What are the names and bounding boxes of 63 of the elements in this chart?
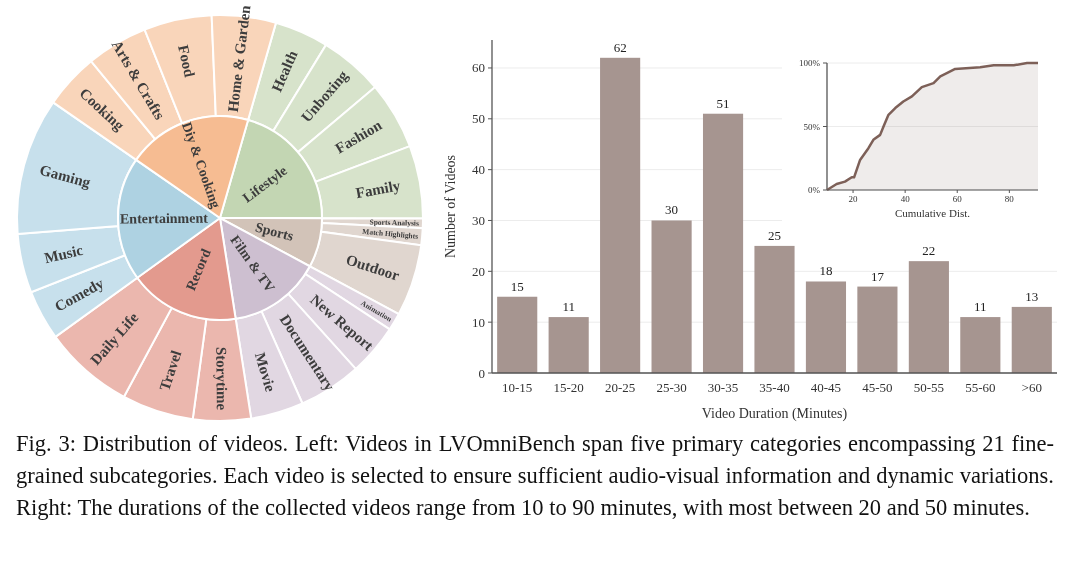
slice-label: Diy & Cooking [178,120,224,211]
x-tick-label: 10-15 [502,380,533,395]
data-label: 25 [768,227,781,243]
data-label: 15 [510,278,524,294]
bar [960,317,1001,373]
y-tick-label: 60 [472,60,485,76]
slice-label: Home & Garden [224,3,254,113]
bar [651,220,692,373]
y-tick-label: 0 [478,365,485,381]
data-label: 13 [1025,288,1039,304]
x-tick-label: 55-60 [965,380,996,395]
data-label: 11 [562,299,575,315]
slice-label: Storytime [213,346,230,411]
slice-label: Music [42,241,85,267]
data-label: 18 [819,263,833,279]
slice-label: Food [175,43,198,80]
x-tick-label: 80 [1004,194,1015,204]
bar [1011,306,1052,373]
x-tick-label: >60 [1021,380,1042,395]
x-axis-title: Cumulative Dist. [894,207,971,219]
x-tick-label: 45-50 [862,380,893,395]
x-tick-label: 35-40 [759,380,790,395]
y-tick-label: 100% [799,58,821,68]
bar [702,113,744,373]
data-label: 51 [716,95,730,111]
y-tick-label: 40 [472,162,485,178]
y-tick-label: 0% [808,185,821,195]
bar [497,296,538,373]
x-tick-label: 15-20 [553,380,584,395]
slice-label: Movie [252,350,279,394]
bar [548,317,589,373]
slice-label: Gaming [38,161,93,191]
caption: Fig. 3: Distribution of videos. Left: Videos in LVOmniBench span five primary categories encompassing 21 fine-grained subcategories. Each video is selected to ensure sufficient audio-visual information and dynamic variations. Right: The durations of the collected videos range from 10 to 90 minutes, with most between 20 and 50 minutes. [16,430,1054,522]
slice-label: Entertainment [119,210,209,227]
x-tick-label: 50-55 [913,380,945,395]
y-axis-title: Number of Videos [443,154,458,259]
y-tick-label: 50% [803,121,821,132]
x-axis-title: Video Duration (Minutes) [701,406,848,422]
data-label: 30 [665,202,679,218]
slice-label: Sports [253,219,296,244]
data-label: 62 [613,39,627,55]
y-tick-label: 20 [472,263,485,279]
y-tick-label: 10 [472,314,485,330]
x-tick-label: 40-45 [810,380,842,395]
y-tick-label: 50 [472,111,485,127]
slice-label: Outdoor [344,251,402,284]
data-label: 17 [870,268,885,284]
bar [754,245,795,373]
slice-label: Family [354,177,402,202]
x-tick-label: 40 [900,194,911,204]
bar [857,286,898,373]
data-label: 11 [974,299,987,315]
bar [805,281,847,373]
x-tick-label: 20-25 [604,380,636,395]
bar [908,261,949,373]
data-label: 22 [922,243,936,259]
x-tick-label: 30-35 [707,380,739,395]
y-tick-label: 30 [472,212,485,228]
x-tick-label: 60 [952,194,963,204]
x-tick-label: 20 [848,194,859,204]
x-tick-label: 25-30 [656,380,687,395]
bar [600,57,641,373]
slice-label: Travel [156,348,185,393]
